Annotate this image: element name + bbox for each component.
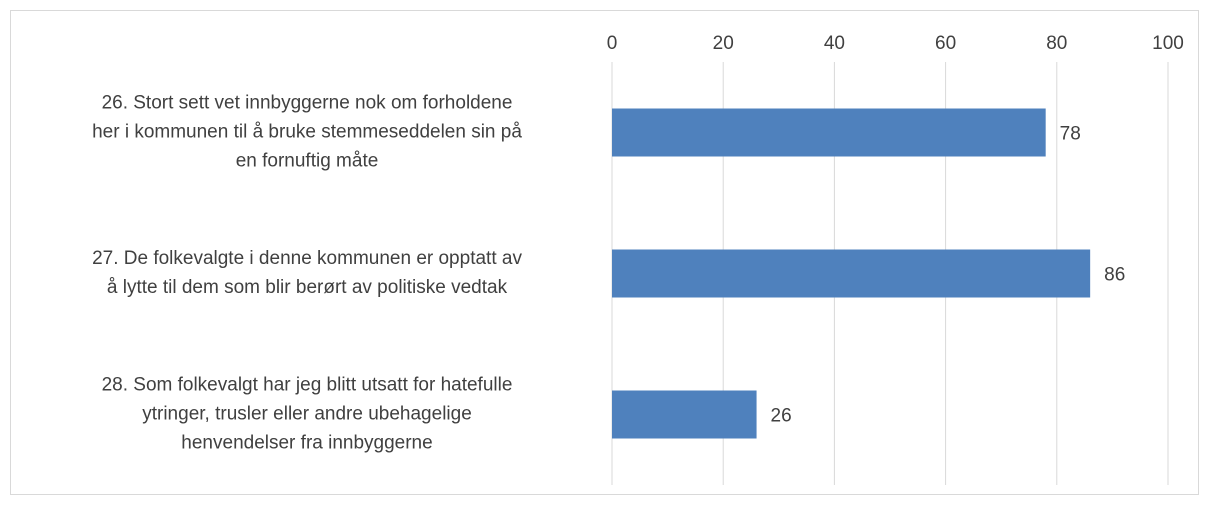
data-label: 26 xyxy=(771,406,792,427)
bar xyxy=(612,249,1091,298)
x-tick-label: 20 xyxy=(713,33,734,54)
x-tick-label: 80 xyxy=(1046,33,1067,54)
x-tick-label: 100 xyxy=(1152,33,1184,54)
y-tick-label: her i kommunen til å bruke stemmeseddele… xyxy=(92,122,522,143)
y-tick-label: 26. Stort sett vet innbyggerne nok om fo… xyxy=(102,93,513,114)
data-label: 86 xyxy=(1104,265,1125,286)
x-tick-label: 60 xyxy=(935,33,956,54)
bar xyxy=(612,108,1046,157)
bar xyxy=(612,390,757,439)
y-tick-label: 27. De folkevalgte i denne kommunen er o… xyxy=(92,248,522,269)
y-tick-label: ytringer, trusler eller andre ubehagelig… xyxy=(142,404,472,425)
x-tick-label: 40 xyxy=(824,33,845,54)
x-tick-label: 0 xyxy=(607,33,618,54)
y-tick-label: henvendelser fra innbyggerne xyxy=(181,433,432,454)
y-tick-label: å lytte til dem som blir berørt av polit… xyxy=(107,277,508,298)
y-tick-label: en fornuftig måte xyxy=(236,151,379,172)
data-label: 78 xyxy=(1060,124,1081,145)
y-tick-label: 28. Som folkevalgt har jeg blitt utsatt … xyxy=(102,375,513,396)
